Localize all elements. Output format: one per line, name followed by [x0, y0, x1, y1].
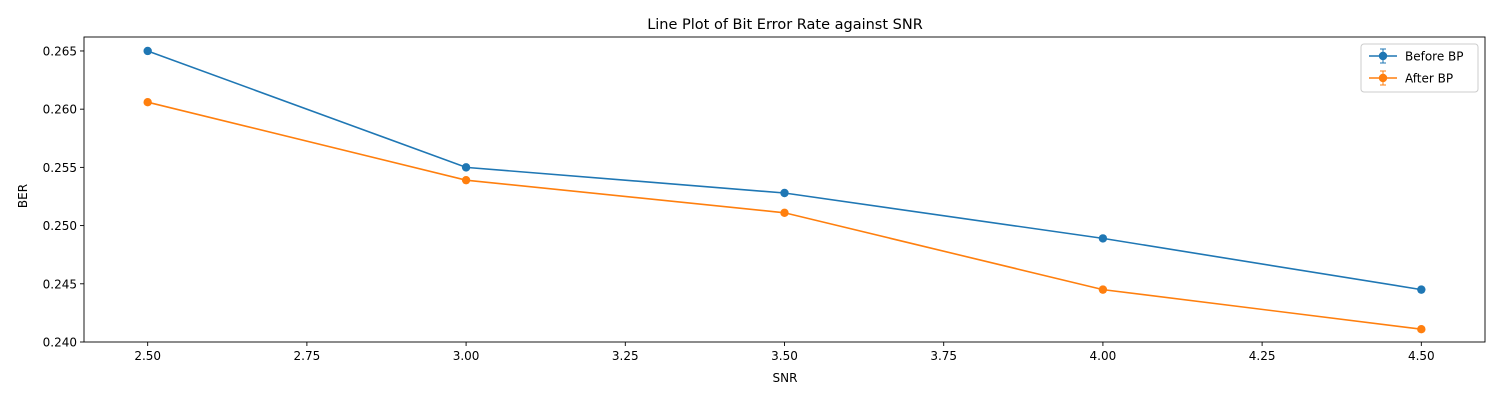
data-point: [780, 188, 789, 198]
legend-marker: [1378, 51, 1388, 61]
data-point: [1098, 285, 1108, 294]
x-tick-label: 2.75: [294, 349, 321, 363]
y-tick-label: 0.255: [43, 161, 77, 175]
y-tick-label: 0.265: [43, 44, 77, 58]
y-tick-label: 0.240: [43, 336, 77, 350]
x-axis-label: SNR: [773, 371, 798, 385]
x-tick-label: 4.25: [1249, 349, 1276, 363]
x-tick-label: 3.75: [930, 349, 957, 363]
x-tick-label: 3.50: [771, 349, 798, 363]
x-tick-label: 4.00: [1090, 349, 1117, 363]
x-tick-label: 3.25: [612, 349, 639, 363]
y-tick-label: 0.260: [43, 103, 77, 117]
legend-marker: [1378, 73, 1388, 83]
data-point: [143, 46, 152, 56]
x-tick-label: 3.00: [453, 349, 480, 363]
y-tick-label: 0.250: [43, 219, 77, 233]
data-point: [1417, 285, 1426, 294]
data-point: [143, 97, 152, 107]
legend-label: After BP: [1405, 72, 1453, 86]
x-tick-label: 4.50: [1408, 349, 1435, 363]
chart-title: Line Plot of Bit Error Rate against SNR: [647, 17, 923, 33]
y-axis-label: BER: [16, 184, 30, 208]
data-point: [780, 208, 789, 217]
legend: Before BP After BP: [1360, 43, 1479, 93]
data-point: [461, 175, 471, 185]
data-point: [1417, 324, 1426, 334]
series-line-0: [147, 50, 1422, 291]
y-tick-label: 0.245: [43, 277, 77, 291]
data-point: [1098, 234, 1108, 243]
legend-label: Before BP: [1405, 50, 1464, 64]
data-point: [461, 163, 471, 172]
x-tick-label: 2.50: [134, 349, 161, 363]
plot-area: 2.50 2.75 3.00 3.25 3.50 3.75 4.00 4.25 4.50 0.24…: [43, 36, 1486, 363]
